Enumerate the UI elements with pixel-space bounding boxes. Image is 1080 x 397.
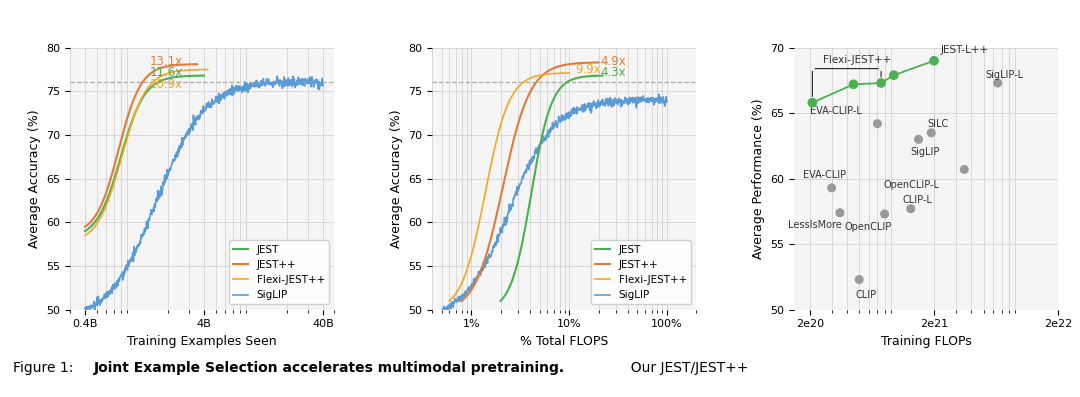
Point <box>902 206 919 212</box>
Point <box>851 276 868 283</box>
Text: 11.6x: 11.6x <box>150 66 183 79</box>
Text: CLIP-L: CLIP-L <box>903 195 933 206</box>
Point <box>823 185 840 191</box>
Text: 13.1x: 13.1x <box>150 55 183 68</box>
Text: 4.9x: 4.9x <box>600 55 626 68</box>
Text: EVA-CLIP: EVA-CLIP <box>804 170 847 180</box>
Point <box>876 211 893 217</box>
Text: EVA-CLIP-L: EVA-CLIP-L <box>810 106 862 116</box>
Y-axis label: Average Accuracy (%): Average Accuracy (%) <box>390 109 403 248</box>
Point <box>804 100 821 106</box>
X-axis label: Training FLOPs: Training FLOPs <box>881 335 972 348</box>
Text: Our JEST/JEST++: Our JEST/JEST++ <box>622 361 748 375</box>
Point <box>922 129 940 136</box>
Point <box>956 166 973 173</box>
Point <box>845 81 862 87</box>
X-axis label: % Total FLOPS: % Total FLOPS <box>521 335 608 348</box>
Text: SILC: SILC <box>928 119 949 129</box>
Text: SigLIP-L: SigLIP-L <box>986 70 1024 80</box>
Text: JEST-L++: JEST-L++ <box>941 45 989 55</box>
Point <box>926 58 943 64</box>
Point <box>868 120 886 127</box>
Text: Figure 1:: Figure 1: <box>13 361 82 375</box>
Point <box>989 80 1007 86</box>
Text: 10.9x: 10.9x <box>150 78 183 91</box>
Text: 4.3x: 4.3x <box>600 66 626 79</box>
Text: CLIP: CLIP <box>855 290 877 300</box>
Point <box>873 80 890 86</box>
Legend: JEST, JEST++, Flexi-JEST++, SigLIP: JEST, JEST++, Flexi-JEST++, SigLIP <box>229 241 329 304</box>
Text: Joint Example Selection accelerates multimodal pretraining.: Joint Example Selection accelerates mult… <box>94 361 565 375</box>
Y-axis label: Average Performance (%): Average Performance (%) <box>752 98 765 259</box>
Text: LessIsMore: LessIsMore <box>788 220 841 230</box>
Text: Flexi-JEST++: Flexi-JEST++ <box>823 55 891 66</box>
Legend: JEST, JEST++, Flexi-JEST++, SigLIP: JEST, JEST++, Flexi-JEST++, SigLIP <box>591 241 691 304</box>
X-axis label: Training Examples Seen: Training Examples Seen <box>127 335 278 348</box>
Point <box>886 72 903 78</box>
Text: OpenCLIP: OpenCLIP <box>845 222 891 231</box>
Text: 9.9x: 9.9x <box>575 63 600 76</box>
Point <box>909 136 927 143</box>
Text: OpenCLIP-L: OpenCLIP-L <box>883 180 940 190</box>
Text: SigLIP: SigLIP <box>910 147 941 157</box>
Point <box>832 210 849 216</box>
Y-axis label: Average Accuracy (%): Average Accuracy (%) <box>28 109 41 248</box>
